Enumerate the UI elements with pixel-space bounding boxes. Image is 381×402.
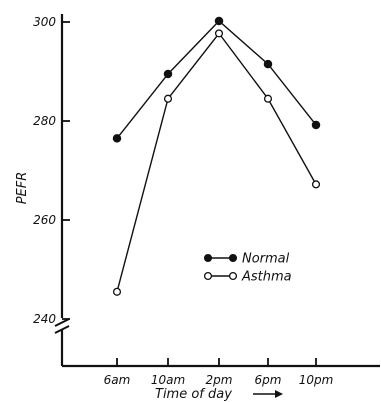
x-axis-title: Time of day xyxy=(155,387,232,402)
legend-marker-start-asthma xyxy=(203,271,213,281)
point-asthma-2pm xyxy=(214,29,224,38)
legend-label-normal: Normal xyxy=(242,252,290,267)
series-normal xyxy=(112,16,321,143)
point-normal-10pm xyxy=(311,120,321,130)
point-asthma-6pm xyxy=(263,94,273,103)
x-axis-arrow-icon xyxy=(253,390,283,398)
point-normal-6am xyxy=(112,134,122,143)
legend: Normal Asthma xyxy=(203,252,292,285)
series-line-normal xyxy=(116,20,317,139)
y-axis-break-mark-lower xyxy=(54,325,70,334)
y-axis-break-mark-upper xyxy=(54,318,70,327)
point-normal-10am xyxy=(163,69,173,79)
y-tick-label-260: 260 xyxy=(33,213,56,227)
x-tick-label-6am: 6am xyxy=(104,373,131,387)
y-axis-ticks: 240 260 280 300 xyxy=(33,15,70,326)
plot-axes xyxy=(54,14,380,368)
legend-item-normal: Normal xyxy=(203,252,290,267)
y-axis-title: PEFR xyxy=(15,172,30,205)
y-tick-label-240: 240 xyxy=(33,312,56,326)
point-asthma-6am xyxy=(112,287,122,296)
legend-marker-end-asthma xyxy=(228,271,238,281)
y-tick-label-300: 300 xyxy=(33,15,56,29)
point-asthma-10am xyxy=(163,94,173,103)
x-tick-label-10pm: 10pm xyxy=(299,373,334,387)
y-tick-label-280: 280 xyxy=(33,114,56,128)
point-normal-2pm xyxy=(214,16,224,26)
x-tick-label-6pm: 6pm xyxy=(255,373,282,387)
point-asthma-10pm xyxy=(311,180,321,189)
x-tick-label-2pm: 2pm xyxy=(206,373,233,387)
legend-marker-start-normal xyxy=(203,253,213,263)
legend-item-asthma: Asthma xyxy=(203,270,292,285)
legend-label-asthma: Asthma xyxy=(241,270,292,285)
x-tick-label-10am: 10am xyxy=(151,373,185,387)
point-normal-6pm xyxy=(263,59,273,69)
data-series xyxy=(112,16,321,296)
series-asthma xyxy=(112,29,321,296)
legend-marker-end-normal xyxy=(228,253,238,263)
x-axis-ticks: 6am 10am 2pm 6pm 10pm xyxy=(104,358,334,387)
